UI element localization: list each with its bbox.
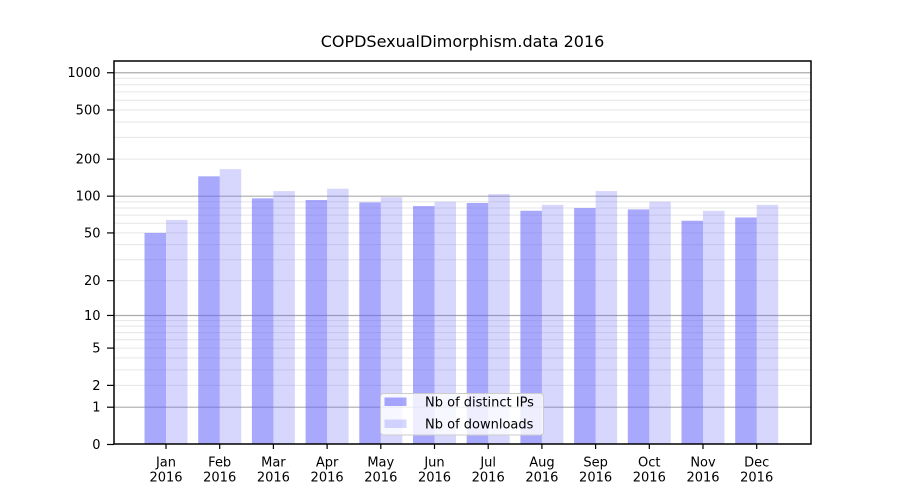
bar-distinct-ips-oct: [627, 209, 650, 445]
x-tick-label-month-jul: Jul: [479, 456, 496, 471]
legend-box: [380, 393, 544, 436]
x-tick-label-month-jan: Jan: [155, 456, 176, 471]
x-tick-label-month-oct: Oct: [638, 456, 660, 471]
bar-downloads-oct: [649, 201, 671, 445]
x-tick-label-year-oct: 2016: [633, 471, 666, 486]
bar-distinct-ips-mar: [251, 198, 274, 445]
x-tick-labels: Jan2016Feb2016Mar2016Apr2016May2016Jun20…: [149, 456, 773, 486]
y-tick-labels: 0 1 2 5 10 20 50 100 200 500 1000: [67, 66, 100, 453]
bar-distinct-ips-aug: [520, 210, 542, 445]
x-tick-label-month-jun: Jun: [423, 456, 444, 471]
y-tick-label-1000: 1000: [67, 66, 100, 81]
x-tick-label-month-aug: Aug: [529, 456, 554, 471]
y-tick-label-100: 100: [76, 190, 101, 205]
y-tick-label-1: 1: [92, 401, 100, 416]
bar-distinct-ips-apr: [305, 200, 328, 445]
bar-downloads-nov: [703, 210, 725, 445]
legend-label-distinct-ips: Nb of distinct IPs: [425, 396, 534, 411]
y-tick-label-20: 20: [84, 274, 101, 289]
plot-border: [113, 60, 812, 445]
bar-distinct-ips-jul: [466, 202, 489, 445]
x-tick-label-month-mar: Mar: [261, 456, 286, 471]
x-tick-label-year-feb: 2016: [203, 471, 236, 486]
x-tick-label-year-jan: 2016: [149, 471, 182, 486]
bar-distinct-ips-nov: [681, 220, 703, 445]
y-tick-label-500: 500: [76, 103, 101, 118]
tick-marks: [107, 72, 758, 449]
x-tick-label-year-nov: 2016: [686, 471, 719, 486]
bar-distinct-ips-may: [359, 202, 381, 445]
x-tick-label-year-sep: 2016: [579, 471, 612, 486]
bar-downloads-feb: [219, 169, 242, 445]
y-tick-label-50: 50: [84, 226, 101, 241]
bar-downloads-jan: [166, 219, 188, 445]
x-tick-label-year-dec: 2016: [740, 471, 773, 486]
x-tick-label-month-dec: Dec: [744, 456, 769, 471]
y-tick-label-10: 10: [84, 309, 101, 324]
bar-distinct-ips-dec: [735, 217, 757, 445]
bar-distinct-ips-sep: [574, 208, 596, 445]
x-tick-label-month-nov: Nov: [690, 456, 716, 471]
bar-downloads-jul: [488, 194, 510, 445]
x-tick-label-year-apr: 2016: [311, 471, 344, 486]
x-tick-label-year-may: 2016: [364, 471, 397, 486]
y-tick-label-0: 0: [92, 438, 100, 453]
legend-swatch-distinct-ips: [384, 397, 407, 406]
y-tick-label-5: 5: [92, 342, 100, 357]
bar-distinct-ips-feb: [198, 176, 220, 445]
y-tick-label-200: 200: [76, 153, 101, 168]
legend: Nb of distinct IPs Nb of downloads: [380, 393, 544, 436]
x-tick-label-month-apr: Apr: [316, 456, 339, 471]
bar-downloads-jun: [434, 201, 456, 445]
bar-distinct-ips-jun: [413, 206, 435, 445]
x-tick-label-year-jul: 2016: [472, 471, 505, 486]
x-tick-label-month-feb: Feb: [208, 456, 231, 471]
bar-downloads-apr: [327, 188, 349, 445]
x-tick-label-year-aug: 2016: [525, 471, 558, 486]
x-tick-label-month-sep: Sep: [583, 456, 608, 471]
x-tick-label-month-may: May: [367, 456, 394, 471]
bar-distinct-ips-jan: [144, 232, 166, 445]
y-tick-label-2: 2: [92, 379, 100, 394]
chart-title: COPDSexualDimorphism.data 2016: [321, 32, 605, 51]
legend-label-downloads: Nb of downloads: [425, 418, 534, 433]
bar-downloads-may: [380, 197, 403, 445]
bar-downloads-sep: [595, 191, 618, 445]
bars: [144, 169, 779, 445]
bar-downloads-aug: [541, 204, 564, 445]
x-tick-label-year-mar: 2016: [257, 471, 290, 486]
x-tick-label-year-jun: 2016: [418, 471, 451, 486]
bar-downloads-dec: [756, 204, 779, 445]
bar-downloads-mar: [273, 191, 295, 445]
legend-swatch-downloads: [384, 419, 407, 428]
